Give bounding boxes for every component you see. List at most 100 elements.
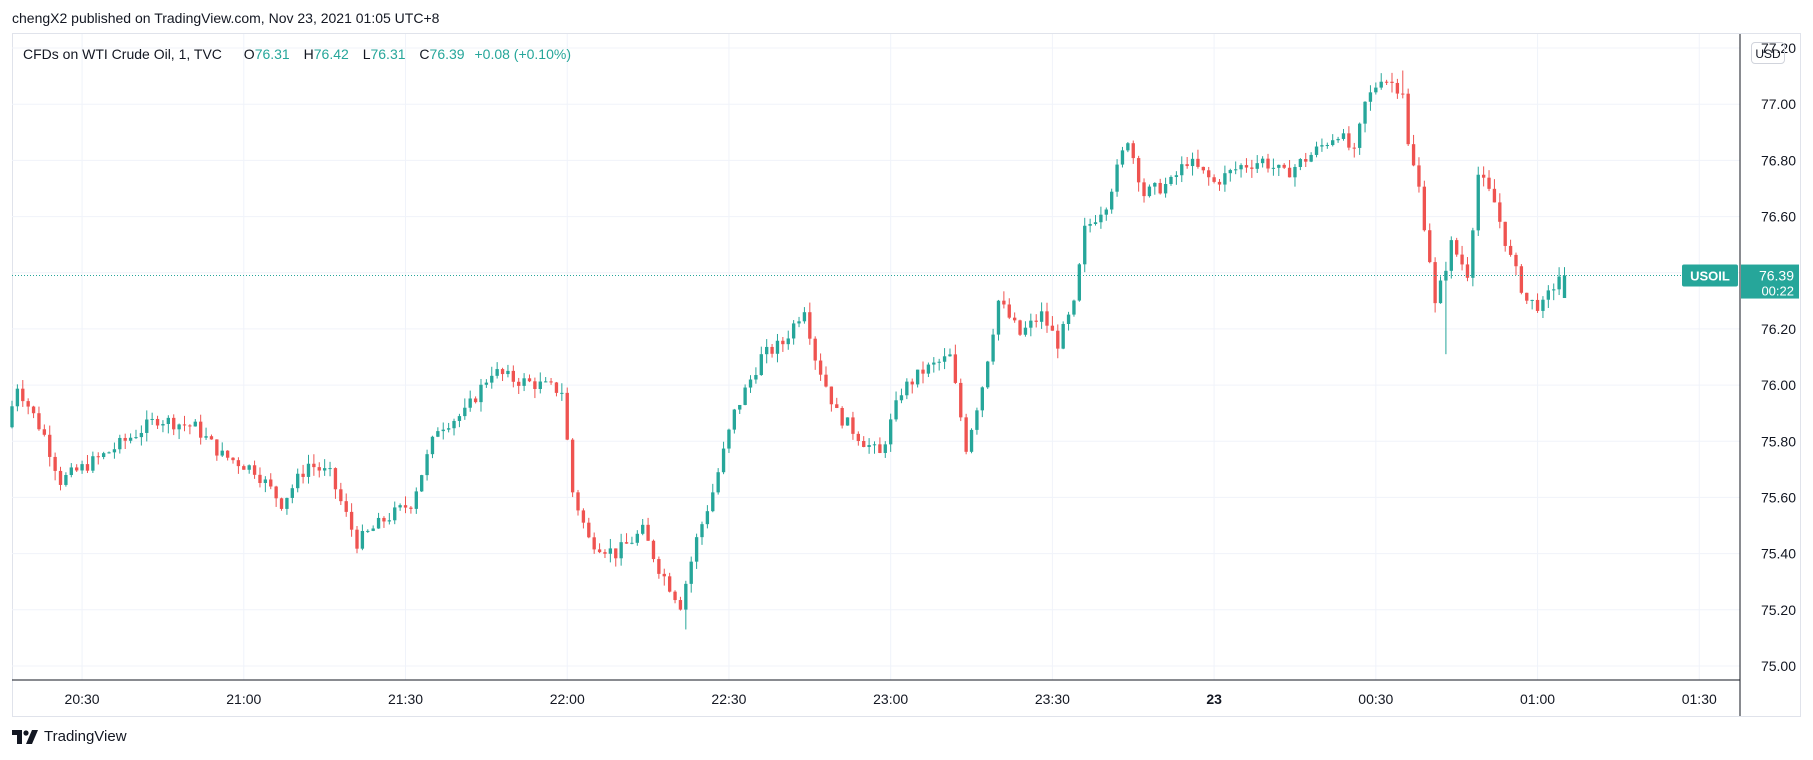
candle	[765, 339, 769, 364]
candle-body	[322, 468, 327, 471]
candle-body	[1136, 158, 1141, 183]
candle	[522, 373, 526, 392]
candle-body	[128, 437, 133, 441]
candle	[953, 344, 958, 385]
candle-body	[91, 456, 95, 471]
candle	[705, 505, 710, 529]
candle-body	[193, 421, 197, 427]
candle-body	[786, 338, 790, 345]
candle	[1255, 155, 1259, 173]
candle	[1374, 82, 1378, 95]
candle-body	[1363, 101, 1367, 124]
candle	[862, 436, 866, 448]
candle	[673, 590, 677, 604]
candle	[279, 497, 284, 511]
candle-body	[1374, 87, 1378, 93]
candle	[818, 353, 823, 381]
candle	[1433, 257, 1437, 313]
candle	[21, 380, 25, 407]
candle-body	[689, 561, 693, 584]
candle	[1029, 313, 1033, 337]
candle-body	[1314, 146, 1319, 155]
candle-body	[517, 381, 521, 386]
price-tick-label: 76.80	[1761, 152, 1796, 168]
candle-body	[1552, 289, 1556, 291]
candle	[188, 424, 192, 435]
candle	[1363, 101, 1367, 133]
candle	[225, 450, 230, 461]
candle	[748, 375, 753, 393]
candle-body	[1120, 150, 1125, 165]
candle-body	[1217, 181, 1222, 185]
candle-body	[1471, 230, 1475, 278]
candle	[624, 533, 629, 544]
candle-body	[96, 456, 100, 458]
candle	[1207, 166, 1211, 186]
candle-body	[527, 378, 532, 382]
candle	[867, 438, 871, 454]
candle-body	[630, 542, 634, 544]
candle-body	[1557, 276, 1561, 290]
candle-body	[145, 419, 149, 433]
candle-body	[1066, 314, 1071, 324]
candle-body	[781, 340, 785, 345]
candle-body	[1228, 170, 1232, 174]
candle	[587, 517, 591, 539]
currency-button[interactable]: USD	[1751, 42, 1785, 64]
candle-body	[263, 479, 268, 483]
candle	[549, 377, 553, 385]
candle	[851, 411, 855, 440]
candle	[1325, 142, 1329, 149]
candle	[177, 423, 181, 440]
candle	[1557, 267, 1561, 296]
candle	[166, 415, 170, 434]
candle-body	[1207, 170, 1211, 178]
candle	[1417, 157, 1421, 193]
candle-body	[1282, 164, 1286, 168]
candle	[495, 362, 499, 379]
candle	[1072, 299, 1076, 317]
candle	[161, 420, 165, 433]
candle	[1153, 182, 1157, 195]
candle-body	[317, 467, 321, 471]
candle	[1487, 170, 1491, 192]
change-value: +0.08 (+0.10%)	[474, 46, 571, 62]
candle	[1244, 158, 1249, 173]
candle-body	[1196, 158, 1200, 167]
candle	[1368, 85, 1373, 111]
candle-body	[624, 542, 629, 544]
candle-body	[975, 410, 979, 430]
candle-body	[619, 542, 623, 559]
candle	[1428, 223, 1432, 264]
candle	[269, 473, 273, 490]
candle	[1250, 159, 1254, 178]
time-tick-label: 21:00	[226, 691, 261, 707]
candle-body	[1411, 144, 1416, 166]
candle	[996, 299, 1001, 341]
candle	[123, 433, 127, 450]
candle-body	[926, 364, 931, 374]
candle-body	[883, 444, 887, 453]
candle	[856, 431, 860, 446]
candle	[786, 330, 790, 350]
candle-body	[560, 392, 564, 394]
candle-body	[1142, 182, 1146, 197]
high-label: H	[303, 46, 314, 62]
candle-body	[996, 300, 1001, 335]
tradingview-logo-icon	[12, 729, 38, 744]
candle-body	[107, 452, 111, 454]
candle	[581, 508, 586, 529]
candle	[317, 462, 321, 478]
candle	[376, 512, 381, 529]
candle-body	[139, 432, 144, 438]
last-price-tag	[1741, 264, 1799, 299]
candle-body	[420, 475, 424, 492]
candle	[463, 398, 467, 420]
candle	[694, 533, 699, 569]
candle	[145, 410, 149, 442]
candle	[872, 441, 877, 454]
open-label: O	[243, 46, 255, 62]
candle	[328, 461, 332, 477]
candle-body	[673, 591, 677, 601]
